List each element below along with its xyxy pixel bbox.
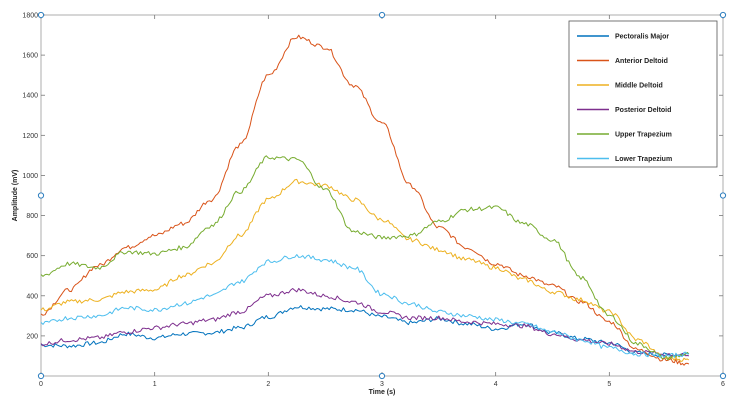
y-tick-label: 600: [26, 253, 38, 260]
legend: Pectoralis Major Anterior Deltoid Middle D…: [568, 20, 718, 168]
resize-handle: [37, 11, 45, 19]
x-tick-label: 2: [266, 381, 270, 388]
resize-handle: [719, 192, 727, 199]
legend-label: Pectoralis Major: [615, 34, 669, 41]
series-line-posterior-deltoid: [40, 287, 690, 357]
legend-label: Posterior Deltoid: [615, 107, 671, 114]
y-tick-label: 1000: [22, 173, 38, 180]
resize-handle: [378, 11, 386, 19]
legend-label: Upper Trapezium: [615, 132, 672, 139]
y-tick-label: 800: [26, 213, 38, 220]
x-tick-label: 4: [494, 381, 498, 388]
selection-handles: [37, 11, 727, 380]
resize-handle: [37, 372, 45, 380]
resize-handle: [378, 372, 386, 380]
x-tick-label: 0: [39, 381, 43, 388]
x-tick-label: 1: [153, 381, 157, 388]
resize-handle: [719, 11, 727, 19]
y-tick-label: 1600: [22, 53, 38, 60]
y-tick-label: 200: [26, 333, 38, 340]
x-tick-label: 5: [607, 381, 611, 388]
legend-box: [568, 20, 718, 168]
y-tick-label: 1200: [22, 133, 38, 140]
x-axis-label: Time (s): [369, 389, 396, 396]
y-axis-label: Amplitude (mV): [12, 170, 19, 222]
resize-handle: [37, 192, 45, 199]
series-line-middle-deltoid: [40, 178, 690, 362]
y-tick-label: 400: [26, 293, 38, 300]
legend-label: Middle Deltoid: [615, 83, 663, 90]
series-line-lower-trapezium: [40, 254, 689, 359]
legend-label: Anterior Deltoid: [615, 58, 668, 65]
x-tick-label: 6: [721, 381, 725, 388]
series-line-pectoralis-major: [40, 305, 690, 358]
resize-handle: [719, 372, 727, 380]
series-group: [40, 34, 690, 366]
y-tick-label: 1400: [22, 93, 38, 100]
x-tick-label: 3: [380, 381, 384, 388]
legend-label: Lower Trapezium: [615, 156, 672, 163]
y-tick-label: 1800: [22, 13, 38, 20]
series-line-upper-trapezium: [40, 155, 690, 361]
